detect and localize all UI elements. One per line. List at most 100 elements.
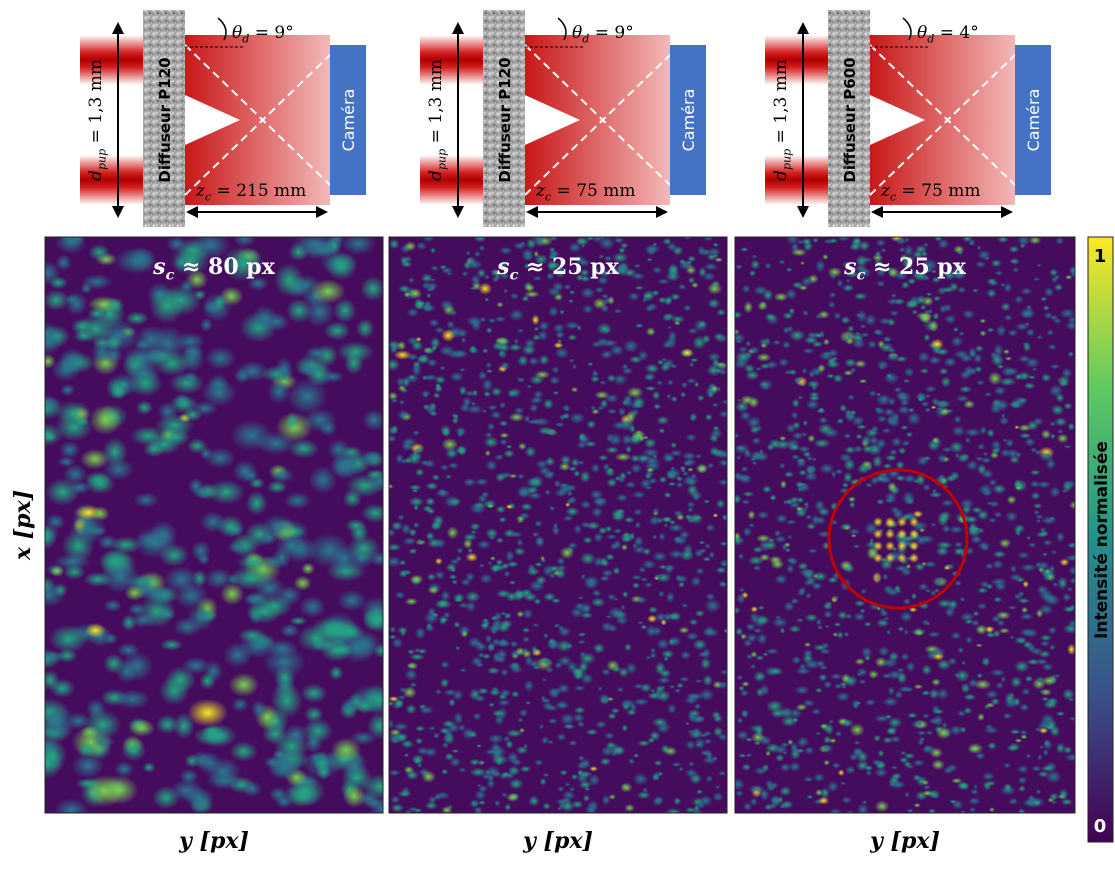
speckle: [103, 653, 125, 674]
arrow-head: [526, 206, 538, 218]
speckle: [590, 375, 600, 383]
speckle: [1041, 696, 1050, 702]
speckle: [702, 556, 711, 562]
speckle: [1036, 480, 1052, 489]
speckle: [540, 559, 547, 563]
speckle: [795, 481, 804, 489]
speckle: [485, 327, 493, 334]
speckle: [784, 542, 791, 548]
speckle: [1025, 328, 1036, 337]
speckle: [80, 282, 93, 295]
speckle: [699, 548, 707, 554]
speckle: [941, 524, 951, 534]
speckle: [662, 315, 673, 322]
speckle: [1040, 296, 1048, 302]
speckle: [651, 289, 660, 297]
speckle: [556, 557, 566, 565]
speckle: [1022, 580, 1029, 588]
speckle: [220, 582, 245, 606]
speckle: [559, 309, 565, 315]
speckle: [628, 292, 640, 301]
speckle: [283, 491, 312, 510]
speckle: [648, 515, 661, 526]
speckle: [1035, 519, 1042, 524]
speckle: [638, 455, 651, 462]
speckle: [1049, 363, 1061, 370]
speckle: [494, 799, 501, 807]
speckle: [653, 774, 660, 780]
speckle: [505, 549, 515, 562]
speckle: [856, 667, 868, 677]
dash: [184, 44, 331, 186]
speckle: [653, 760, 663, 767]
speckle: [890, 293, 897, 299]
speckle: [736, 675, 744, 681]
speckle: [993, 511, 1003, 518]
speckle: [501, 562, 510, 570]
speckle: [555, 422, 565, 428]
speckle: [308, 465, 337, 494]
speckle: [1003, 783, 1013, 792]
speckle: [494, 453, 505, 461]
speckle: [898, 685, 911, 693]
pupil-label-sub: pup: [780, 149, 793, 170]
speckle: [610, 542, 618, 550]
speckle: [815, 618, 822, 626]
speckle: [609, 432, 623, 447]
speckle: [873, 734, 881, 742]
speckle: [715, 784, 721, 790]
speckle: [1011, 403, 1021, 409]
speckle: [970, 788, 979, 795]
speckle: [839, 523, 853, 531]
speckle: [705, 523, 715, 532]
speckle: [577, 632, 587, 637]
speckle: [1064, 753, 1075, 762]
speckle: [426, 292, 432, 299]
speckle: [584, 787, 591, 791]
speckle: [805, 592, 812, 599]
speckle: [789, 496, 800, 504]
speckle: [986, 277, 998, 286]
speckle: [879, 606, 885, 614]
speckle: [926, 292, 932, 297]
speckle: [850, 533, 857, 538]
speckle: [684, 696, 699, 705]
speckle: [598, 254, 605, 260]
speckle: [886, 298, 900, 306]
speckle: [959, 385, 972, 393]
speckle: [788, 761, 801, 772]
speckle: [55, 254, 72, 272]
speckle: [448, 309, 458, 317]
speckle: [1032, 367, 1037, 372]
speckle: [988, 807, 996, 813]
speckle: [465, 591, 481, 603]
angle-label: θd = 9°: [572, 23, 634, 45]
speckle: [645, 327, 656, 337]
speckle: [330, 737, 362, 763]
speckle: [943, 565, 951, 571]
speckle: [1000, 302, 1011, 312]
speckle: [750, 606, 759, 613]
speckle: [685, 265, 697, 275]
speckle: [598, 693, 610, 706]
speckle: [963, 399, 976, 409]
speckle: [669, 293, 681, 301]
speckle: [631, 582, 641, 589]
speckle: [598, 526, 608, 535]
speckle: [903, 752, 916, 760]
pupil-label-sub: pup: [95, 149, 108, 170]
speckle: [1067, 643, 1075, 656]
speckle: [874, 714, 890, 723]
speckle: [754, 766, 767, 775]
speckle: [894, 355, 908, 363]
speckle: [995, 682, 1004, 690]
speckle: [1012, 697, 1021, 707]
speckle: [487, 774, 495, 782]
speckle: [663, 523, 669, 528]
speckle: [547, 717, 558, 724]
speckle: [412, 521, 421, 529]
speckle: [583, 794, 590, 802]
speckle: [405, 570, 412, 575]
speckle: [988, 478, 998, 487]
speckle: [798, 568, 816, 577]
